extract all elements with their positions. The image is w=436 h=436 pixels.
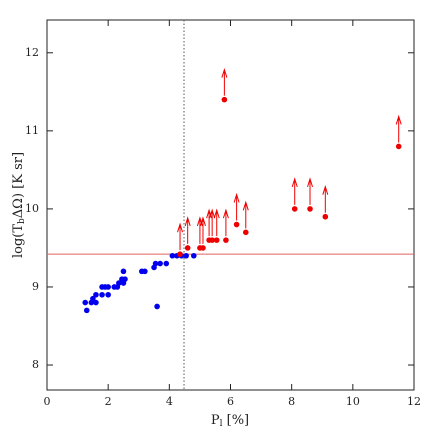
point: [163, 260, 170, 267]
point: [99, 291, 105, 298]
limit-arrow: [177, 222, 184, 251]
limit-arrow: [233, 192, 240, 221]
point: [209, 237, 215, 243]
limit-arrow: [221, 67, 228, 96]
x-tick-label: 6: [227, 395, 234, 408]
point: [116, 280, 122, 286]
point: [90, 295, 96, 302]
limit-arrow: [291, 177, 298, 205]
point: [142, 268, 148, 275]
point: [169, 252, 176, 259]
y-tick-label: 10: [25, 202, 39, 215]
point: [93, 299, 99, 306]
point: [223, 237, 229, 243]
limit-arrow: [242, 200, 249, 229]
y-tick-label: 11: [25, 124, 39, 137]
point: [200, 245, 206, 251]
point: [191, 252, 197, 259]
x-tick-label: 0: [44, 395, 51, 408]
x-tick-label: 4: [166, 395, 173, 408]
point: [322, 213, 329, 220]
x-tick-label: 8: [288, 395, 295, 408]
y-tick-label: 9: [32, 280, 39, 293]
limit-arrow: [199, 216, 206, 244]
y-tick-label: 12: [25, 46, 39, 59]
limit-arrow: [395, 114, 402, 143]
x-label-sub: l: [220, 419, 223, 429]
x-axis-label: Pl [%]: [211, 413, 249, 429]
limit-arrow: [213, 208, 220, 237]
x-tick-label: 10: [346, 395, 360, 408]
y-label-part: log(T: [11, 224, 26, 258]
y-axis-label: log(TbΔΩ) [K sr]: [11, 152, 27, 258]
point: [157, 260, 163, 267]
point: [183, 252, 189, 259]
point: [93, 291, 99, 298]
y-label-part: ΔΩ) [K sr]: [11, 152, 26, 218]
limit-arrow: [222, 208, 229, 237]
x-tick-label: 12: [407, 395, 421, 408]
limit-arrow: [184, 216, 191, 244]
x-tick-label: 2: [105, 395, 112, 408]
point: [307, 206, 313, 212]
point: [120, 268, 127, 275]
limit-arrow: [307, 177, 313, 205]
point: [152, 260, 159, 267]
x-label-part: [%]: [223, 413, 250, 428]
point: [177, 251, 183, 257]
point: [221, 96, 228, 103]
limit-arrow: [322, 185, 329, 213]
plot-frame: [46, 19, 415, 391]
point: [184, 245, 191, 251]
point: [242, 229, 249, 236]
point: [233, 221, 240, 228]
point: [105, 291, 111, 298]
point: [83, 307, 90, 314]
x-label-part: P: [211, 413, 220, 428]
point: [122, 276, 128, 282]
point: [105, 284, 111, 290]
point: [82, 299, 89, 306]
point: [154, 303, 160, 310]
point: [213, 237, 220, 243]
y-tick-label: 8: [32, 358, 39, 371]
point: [395, 143, 402, 150]
y-label-sub: b: [17, 218, 27, 224]
limit-arrow: [209, 208, 216, 237]
point: [291, 206, 298, 212]
